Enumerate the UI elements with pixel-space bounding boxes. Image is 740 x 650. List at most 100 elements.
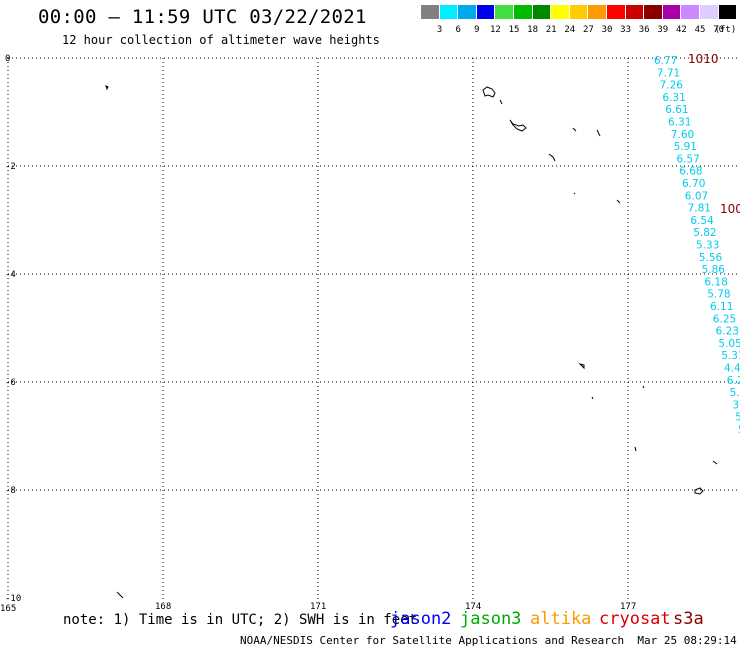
scale-swatch — [662, 5, 682, 19]
track-swh-value: 6.23 — [716, 326, 739, 338]
scale-label: 18 — [527, 25, 539, 35]
lon-tick-label: 174 — [465, 602, 481, 612]
track-swh-value: 7.26 — [660, 80, 684, 92]
island-outline — [509, 119, 527, 132]
pressure-contour-label: 1010 — [688, 52, 719, 66]
scale-label: 70 — [713, 25, 725, 35]
scale-label: 39 — [657, 25, 669, 35]
scale-label: 6 — [455, 25, 461, 35]
lon-tick-label: 171 — [310, 602, 326, 612]
scale-swatch — [514, 5, 533, 19]
scale-swatch — [476, 5, 496, 19]
island-outline — [499, 99, 503, 105]
track-swh-value: 6.18 — [704, 276, 727, 288]
scale-label: 42 — [675, 25, 687, 35]
track-swh-value: 6.11 — [710, 301, 733, 313]
satellite-label-jason3: jason3 — [460, 609, 522, 629]
scale-swatch — [700, 5, 719, 19]
island-outline — [694, 487, 704, 495]
island-outline — [596, 129, 601, 137]
footer-timestamp: Mar 25 08:29:14 UTC 2021 — [637, 634, 740, 647]
footer-credit: NOAA/NESDIS Center for Satellite Applica… — [240, 634, 625, 647]
scale-label: 36 — [638, 25, 650, 35]
track-swh-value: 5.91 — [674, 141, 697, 153]
lon-tick-label: 177 — [620, 602, 636, 612]
scale-label: 33 — [620, 25, 632, 35]
island-outline — [105, 85, 109, 91]
scale-swatch — [495, 5, 514, 19]
scale-swatch — [421, 5, 440, 19]
track-swh-value: 4.47 — [724, 363, 740, 375]
lat-tick-label: -2 — [5, 162, 16, 172]
satellite-label-s3a: s3a — [673, 609, 704, 629]
island-outline — [482, 86, 496, 98]
footer: NOAA/NESDIS Center for Satellite Applica… — [240, 634, 740, 647]
track-swh-value: 5.86 — [702, 264, 726, 276]
satellite-label-altika: altika — [530, 609, 592, 629]
track-swh-value: 6.31 — [668, 117, 691, 129]
scale-label: 3 — [436, 25, 443, 35]
island-outline — [634, 446, 637, 452]
scale-label: 21 — [545, 25, 557, 35]
track-swh-value: 6.2 — [727, 375, 740, 387]
scale-swatch — [588, 5, 607, 19]
lat-tick-label: 0 — [5, 54, 10, 64]
lat-tick-label: -4 — [5, 270, 16, 280]
scale-unit-label: (ft) — [714, 25, 737, 35]
lat-tick-label: -6 — [5, 378, 16, 388]
page-subtitle: 12 hour collection of altimeter wave hei… — [62, 33, 380, 47]
lat-tick-label: -10 — [5, 594, 21, 604]
scale-label: 9 — [474, 25, 480, 35]
track-swh-value: 7.71 — [657, 67, 680, 79]
track-swh-value: 5.78 — [707, 289, 730, 301]
island-outline — [116, 591, 124, 599]
satellite-label-jason2: jason2 — [390, 609, 452, 629]
scale-swatch — [439, 5, 459, 19]
lon-tick-label: 165 — [0, 604, 16, 614]
track-swh-value: 5.6 — [730, 387, 740, 399]
track-swh-value: 6.31 — [662, 92, 685, 104]
track-swh-value: 6.68 — [679, 166, 702, 178]
scale-label: 24 — [564, 25, 576, 35]
track-swh-value: 6.54 — [690, 215, 714, 227]
island-outline — [591, 396, 594, 400]
island-outline — [616, 199, 621, 204]
track-swh-value: 6.07 — [685, 190, 708, 202]
scale-label: 12 — [489, 25, 501, 35]
scale-label: 45 — [694, 25, 706, 35]
track-swh-value: 5.31 — [721, 350, 740, 362]
note-text: note: 1) Time is in UTC; 2) SWH is in fe… — [63, 612, 418, 628]
scale-label: 15 — [508, 25, 520, 35]
island-outline — [642, 385, 645, 389]
island-outline — [573, 192, 576, 195]
scale-swatch — [625, 5, 645, 19]
track-swh-value: 5 — [738, 424, 740, 436]
island-outline — [578, 363, 585, 370]
track-swh-value: 6.25 — [713, 313, 736, 325]
scale-swatch — [458, 5, 477, 19]
scale-swatch — [644, 5, 663, 19]
track-swh-value: 6.57 — [676, 153, 699, 165]
track-swh-value: 5.33 — [696, 240, 719, 252]
track-swh-value: 6.61 — [665, 104, 688, 116]
scale-swatch — [551, 5, 570, 19]
island-outline — [572, 127, 577, 132]
scale-swatch — [532, 5, 552, 19]
track-swh-value: 5.82 — [693, 227, 716, 239]
track-swh-value: 6.77 — [654, 55, 677, 67]
island-outline — [548, 153, 556, 162]
pressure-contour-label: 100 — [720, 202, 740, 216]
track-swh-value: 6.70 — [682, 178, 705, 190]
track-swh-value: 3.7 — [732, 399, 740, 411]
track-swh-value: 5.05 — [718, 338, 740, 350]
island-outline — [712, 460, 718, 465]
track-swh-value: 5.56 — [699, 252, 723, 264]
track-swh-value: 7.60 — [671, 129, 694, 141]
lat-tick-label: -8 — [5, 486, 16, 496]
scale-swatch — [718, 5, 738, 19]
page-title: 00:00 – 11:59 UTC 03/22/2021 — [38, 6, 367, 28]
scale-label: 27 — [582, 25, 594, 35]
satellite-label-cryosat: cryosat — [599, 609, 671, 629]
